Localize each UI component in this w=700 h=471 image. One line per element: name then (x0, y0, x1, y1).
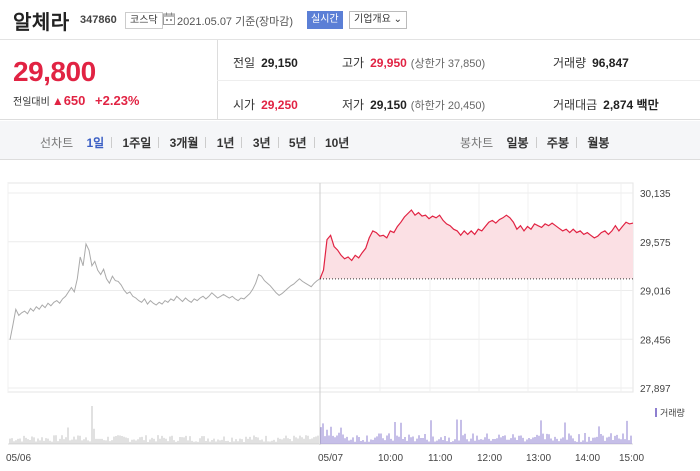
x-tick-label: 11:00 (428, 453, 453, 464)
open-price: 시가 29,250 (233, 98, 298, 112)
trade-amount: 거래대금 2,874 백만 (553, 98, 659, 112)
period-10y[interactable]: 10년 (324, 136, 350, 150)
up-arrow-icon: ▲ (51, 94, 64, 108)
volume-legend-label: 거래량 (660, 407, 685, 418)
y-tick-label: 30,135 (640, 189, 671, 200)
today-price-line (319, 209, 634, 280)
period-1d[interactable]: 1일 (86, 136, 105, 150)
stock-code: 347860 (80, 14, 117, 26)
price-chart-svg: 30,135 29,575 29,016 28,456 27,897 05/06 05/07… (6, 182, 685, 464)
today-area-fill (320, 210, 633, 279)
price-change: 전일대비 ▲650 +2.23% (13, 93, 139, 108)
candle-chart-label: 봉차트 (460, 136, 494, 150)
y-tick-label: 29,575 (640, 238, 671, 249)
x-tick-label: 13:00 (526, 453, 551, 464)
lower-limit: (하한가 20,450) (410, 100, 486, 112)
period-3m[interactable]: 3개월 (169, 136, 199, 150)
stock-header: 알체라 347860 코스닥 2021.05.07 기준(장마감) 실시간 기업… (0, 0, 700, 40)
x-tick-label: 05/07 (318, 453, 343, 464)
candle-weekly[interactable]: 주봉 (546, 136, 569, 150)
price-chart: 30,135 29,575 29,016 28,456 27,897 05/06 05/07… (0, 160, 700, 471)
period-3y[interactable]: 3년 (252, 136, 271, 150)
market-badge: 코스닥 (125, 12, 163, 29)
day-low: 저가 29,150 (하한가 20,450) (342, 98, 486, 112)
change-value: 650 (63, 93, 86, 108)
realtime-button[interactable]: 실시간 (307, 11, 343, 29)
price-summary: 29,800 전일대비 ▲650 +2.23% 전일 29,150 고가 29,950… (0, 40, 700, 120)
chevron-down-icon: ⌄ (393, 14, 402, 25)
x-tick-label: 15:00 (619, 453, 644, 464)
current-price: 29,800 (13, 56, 96, 87)
x-tick-label: 10:00 (378, 453, 403, 464)
y-tick-label: 29,016 (640, 287, 671, 298)
prev-day-line (9, 242, 321, 340)
period-selector: 선차트 1일 1주일 3개월 1년 3년 5년 10년 봉차트 일봉 주봉 월봉 (0, 121, 700, 160)
change-percent: +2.23% (95, 93, 140, 108)
period-1w[interactable]: 1주일 (122, 136, 152, 150)
y-tick-label: 28,456 (640, 335, 671, 346)
x-tick-label: 05/06 (6, 453, 31, 464)
upper-limit: (상한가 37,850) (410, 58, 486, 70)
x-tick-label: 12:00 (477, 453, 502, 464)
company-info-label: 기업개요 (354, 14, 391, 25)
y-tick-label: 27,897 (640, 384, 671, 395)
day-high: 고가 29,950 (상한가 37,850) (342, 56, 486, 70)
candle-daily[interactable]: 일봉 (506, 136, 529, 150)
change-label: 전일대비 (13, 97, 50, 108)
company-info-dropdown[interactable]: 기업개요 ⌄ (349, 11, 407, 29)
period-5y[interactable]: 5년 (288, 136, 307, 150)
line-chart-label: 선차트 (40, 136, 74, 150)
prev-close: 전일 29,150 (233, 56, 298, 70)
base-date: 2021.05.07 기준(장마감) (177, 16, 294, 28)
divider (217, 80, 700, 81)
period-1y[interactable]: 1년 (216, 136, 235, 150)
volume-legend-swatch (655, 408, 657, 417)
x-tick-label: 14:00 (575, 453, 600, 464)
calendar-icon (163, 12, 175, 25)
candle-chart-periods: 봉차트 일봉 주봉 월봉 (460, 134, 611, 151)
volume: 거래량 96,847 (553, 56, 629, 70)
stock-name: 알체라 (13, 12, 70, 34)
candle-monthly[interactable]: 월봉 (587, 136, 610, 150)
line-chart-periods: 선차트 1일 1주일 3개월 1년 3년 5년 10년 (40, 134, 351, 151)
